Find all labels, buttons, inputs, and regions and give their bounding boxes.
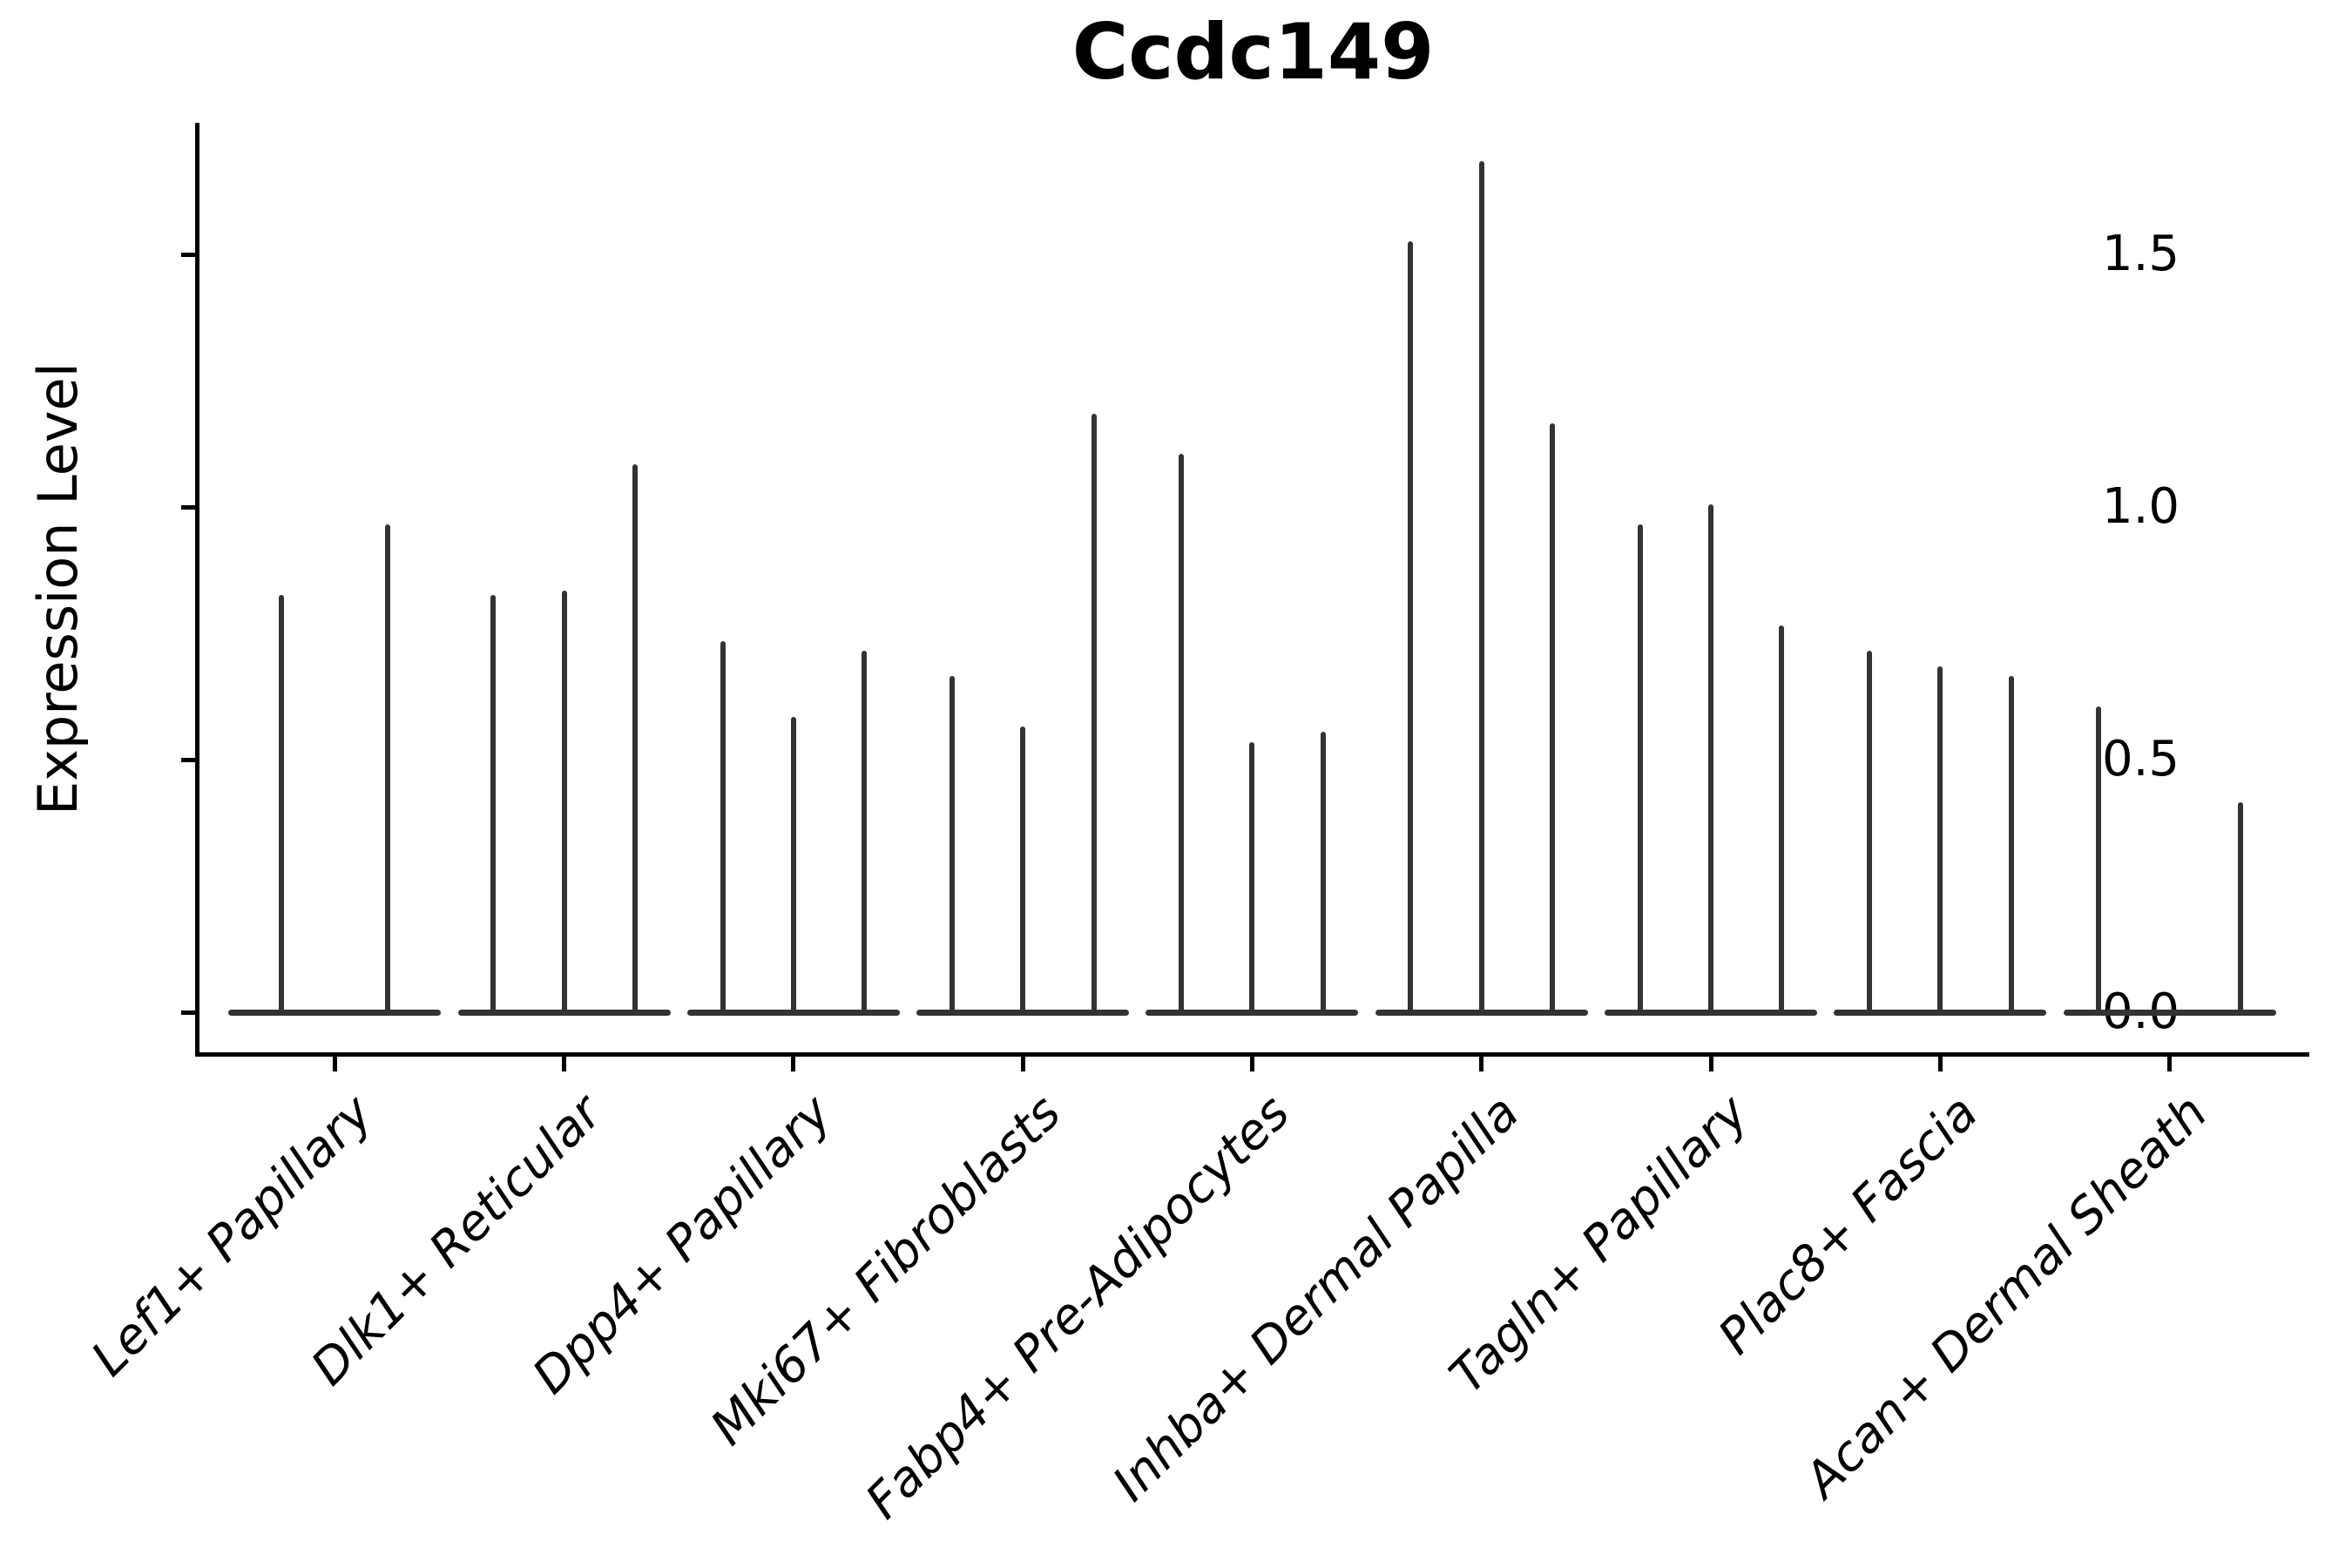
x-tick-label: Acan+ Dermal Sheath xyxy=(1794,1084,2219,1509)
violin-spike xyxy=(1937,666,1943,1015)
violin-spike xyxy=(1866,651,1872,1015)
violin-spike xyxy=(2096,706,2102,1015)
y-tick-label: 1.5 xyxy=(2101,226,2180,282)
x-tick-mark xyxy=(1020,1057,1025,1071)
violin-spike xyxy=(1020,727,1026,1015)
violin-spike xyxy=(632,463,638,1015)
x-tick-mark xyxy=(791,1057,796,1071)
violin-zero-baseline xyxy=(228,1009,442,1016)
y-tick-mark xyxy=(181,757,195,762)
violin-spike xyxy=(1408,241,1414,1015)
violin-spike xyxy=(279,595,285,1015)
y-tick-label: 1.0 xyxy=(2101,478,2180,535)
x-tick-mark xyxy=(332,1057,337,1071)
violin-spike xyxy=(949,676,955,1015)
violin-spike xyxy=(561,590,567,1015)
violin-spike xyxy=(1091,413,1097,1015)
violin-spike xyxy=(1550,423,1556,1015)
x-axis-spine xyxy=(195,1052,2309,1057)
x-tick-mark xyxy=(1479,1057,1484,1071)
violin-spike xyxy=(1779,625,1785,1015)
x-tick-mark xyxy=(1708,1057,1713,1071)
violin-spike xyxy=(862,651,868,1015)
y-axis-spine xyxy=(195,123,199,1057)
x-tick-label: Fabp4+ Pre-Adipocytes xyxy=(855,1084,1301,1531)
violin-spike xyxy=(1249,741,1255,1015)
x-tick-mark xyxy=(1249,1057,1254,1071)
y-tick-label: 0.5 xyxy=(2101,731,2180,787)
x-tick-mark xyxy=(1937,1057,1943,1071)
violin-spike xyxy=(720,640,726,1015)
violin-spike xyxy=(1179,454,1185,1015)
violin-spike xyxy=(1478,160,1484,1015)
x-tick-label: Inhba+ Dermal Papilla xyxy=(1102,1084,1531,1512)
y-tick-mark xyxy=(181,504,195,510)
y-axis-label: Expression Level xyxy=(26,362,90,815)
violin-spike xyxy=(1708,504,1714,1015)
x-tick-mark xyxy=(562,1057,567,1071)
violin-spike xyxy=(2008,676,2014,1015)
violin-spike xyxy=(1320,732,1326,1015)
chart-title: Ccdc149 xyxy=(1071,7,1435,97)
y-tick-mark xyxy=(181,1010,195,1015)
violin-spike xyxy=(385,524,391,1015)
violin-spike xyxy=(1637,524,1643,1015)
violin-spike xyxy=(790,716,796,1015)
violin-spike xyxy=(490,595,497,1015)
y-tick-mark xyxy=(181,252,195,257)
violin-spike xyxy=(2237,802,2243,1015)
violin-zero-baseline xyxy=(2063,1009,2276,1016)
x-tick-mark xyxy=(2167,1057,2173,1071)
